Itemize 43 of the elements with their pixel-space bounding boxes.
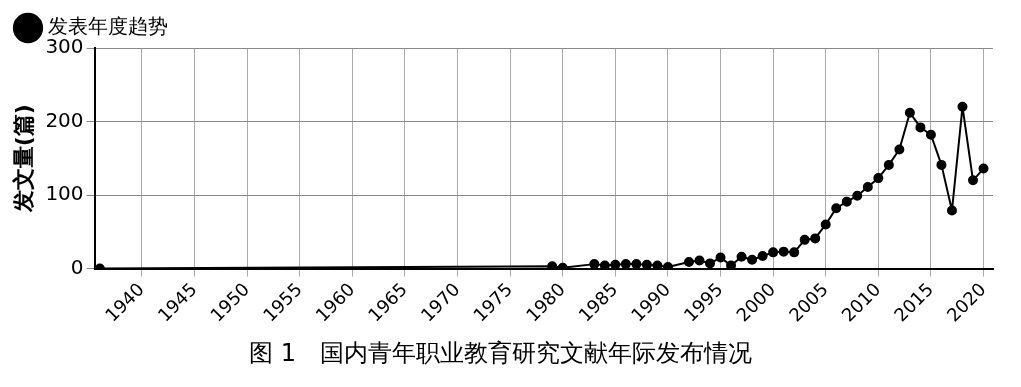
point [620,259,631,269]
point [610,259,621,269]
point [715,252,726,263]
point [757,251,768,262]
point [547,261,558,269]
point [641,259,652,269]
point [957,101,968,112]
point [946,205,957,216]
point [768,247,779,258]
point [694,255,705,266]
point [683,256,694,267]
point [873,173,884,184]
point [883,159,894,170]
y-axis-title: 发文量(篇) [10,104,36,214]
text: 图 1 国内青年职业教育研究文献年际发布情况 [249,338,752,367]
y-tick-label: 200 [45,107,84,132]
point [894,144,905,155]
point [831,203,842,214]
point [978,163,989,174]
point [747,254,758,265]
point [778,246,789,257]
point [726,260,737,269]
point [631,259,642,269]
point [852,190,863,201]
point [789,247,800,258]
y-tick-label: 0 [70,254,84,279]
point [736,251,747,262]
point [968,175,979,186]
point [652,260,663,269]
point [599,260,610,269]
point [904,107,915,118]
point [915,122,926,133]
point [705,258,716,269]
point [862,181,873,192]
point [810,233,821,244]
point [820,219,831,230]
legend-label: 发表年度趋势 [48,14,168,39]
point [925,129,936,140]
y-tick-label: 100 [45,181,84,206]
point [936,159,947,170]
point [589,259,600,269]
point [841,196,852,207]
point [799,234,810,245]
